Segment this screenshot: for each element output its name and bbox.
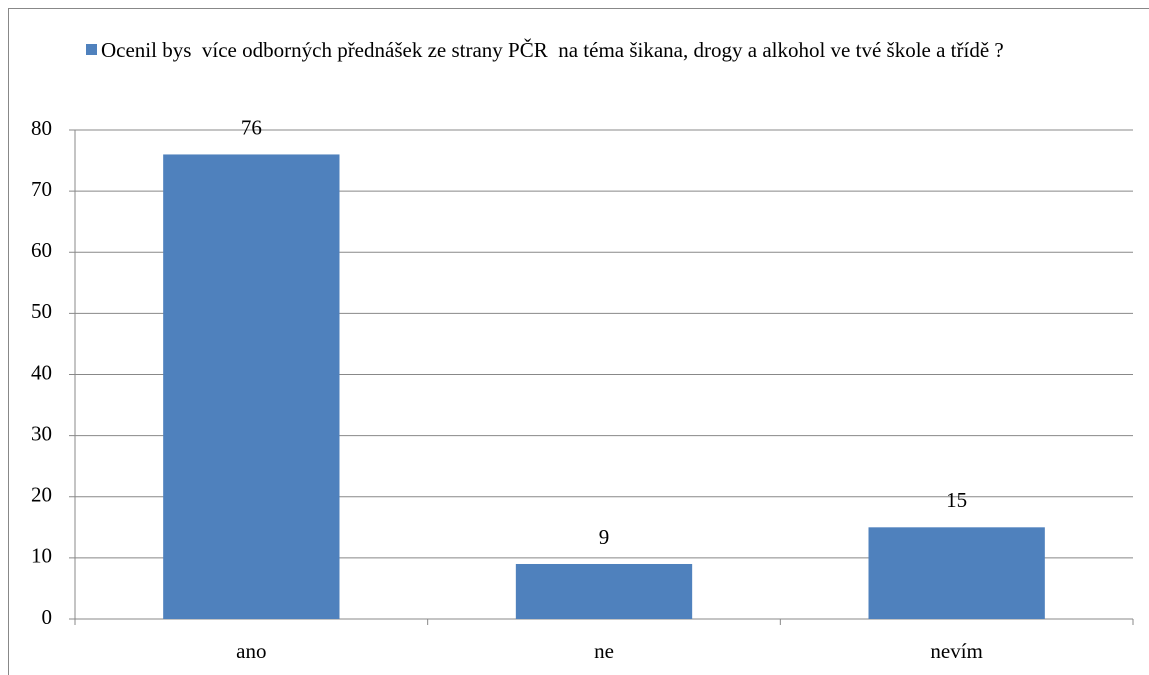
x-tick-label: ne: [594, 639, 614, 663]
y-tick-label: 50: [31, 299, 52, 323]
y-tick-label: 60: [31, 238, 52, 262]
bar: [515, 563, 693, 619]
bar: [868, 527, 1045, 619]
data-label: 9: [599, 525, 610, 549]
legend-key: [86, 44, 97, 55]
x-tick-label: nevím: [930, 639, 983, 663]
bar: [163, 154, 340, 619]
y-tick-label: 10: [31, 544, 52, 568]
y-tick-label: 80: [31, 116, 52, 140]
chart-border: [8, 8, 1149, 675]
x-tick-label: ano: [236, 639, 266, 663]
y-tick-label: 70: [31, 177, 52, 201]
y-tick-label: 40: [31, 360, 52, 384]
data-label: 15: [946, 488, 967, 512]
data-label: 76: [241, 115, 262, 139]
y-tick-label: 30: [31, 421, 52, 445]
y-tick-label: 0: [42, 605, 53, 629]
y-tick-label: 20: [31, 483, 52, 507]
legend-label: Ocenil bys více odborných přednášek ze s…: [101, 38, 1004, 62]
